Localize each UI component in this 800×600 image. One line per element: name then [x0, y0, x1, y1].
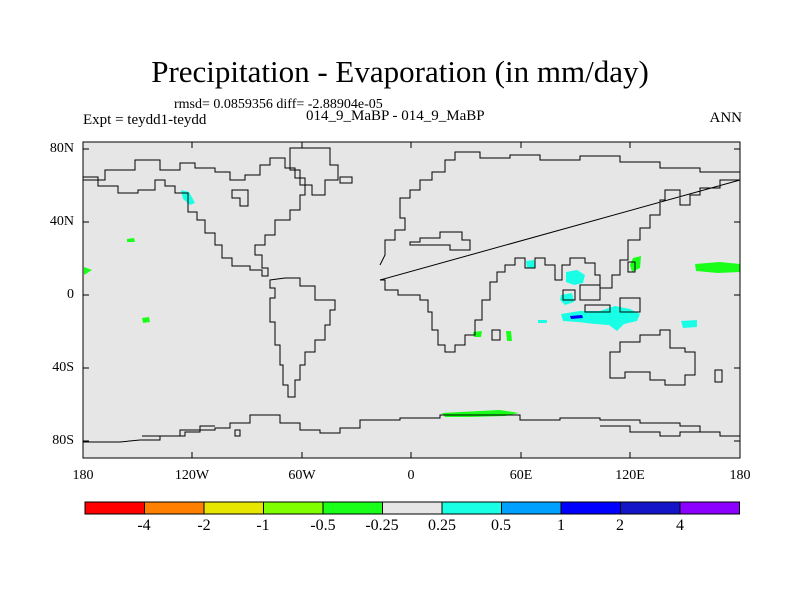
coastline-antarctica [83, 414, 740, 443]
colorbar-label: -4 [137, 517, 151, 534]
colorbar [84, 501, 740, 515]
colorbar-box [441, 501, 502, 515]
colorbar-box [203, 501, 264, 515]
colorbar-label: -1 [256, 517, 270, 534]
colorbar-box [501, 501, 562, 515]
coastline-iceland [339, 176, 353, 184]
coastline-madagascar [491, 329, 501, 341]
colorbar-box [560, 501, 621, 515]
colorbar-box [84, 501, 145, 515]
anomaly-patch [538, 320, 547, 323]
coastline-eurasia-africa [379, 151, 741, 353]
anomaly-patches [84, 190, 740, 417]
coastline-hudson-bay [231, 189, 249, 207]
colorbar-label: 4 [676, 517, 684, 534]
colorbar-label: 1 [557, 517, 565, 534]
anomaly-patch [473, 331, 482, 337]
lat-tick-label: 80N [49, 141, 74, 156]
lat-tick-label: 40S [52, 360, 74, 375]
coastline-new-zealand [714, 369, 723, 383]
colorbar-label: 2 [616, 517, 624, 534]
lon-tick-label: 60W [288, 468, 316, 483]
colorbar-box [382, 501, 443, 515]
experiment-label: Expt = teydd1-teydd [83, 112, 207, 128]
case-subtitle: 014_9_MaBP - 014_9_MaBP [306, 108, 485, 124]
colorbar-label: 0.25 [428, 517, 456, 534]
lon-tick-label: 120W [174, 468, 210, 483]
anomaly-patch [506, 331, 512, 341]
anomaly-patch [681, 320, 697, 328]
colorbar-label: -0.25 [365, 517, 399, 534]
lon-tick-label: 180 [729, 468, 751, 483]
anomaly-patch [127, 238, 135, 242]
anomaly-patch [570, 315, 583, 319]
lat-tick-label: 40N [49, 214, 74, 229]
colorbar-box [322, 501, 383, 515]
lon-tick-label: 180 [72, 468, 94, 483]
anomaly-patch [526, 260, 535, 268]
coastline-greenland [289, 147, 339, 196]
colorbar-label: -2 [197, 517, 211, 534]
coastline-north-america [83, 157, 306, 277]
lon-tick-label: 120E [615, 468, 645, 483]
anomaly-patch [142, 317, 150, 323]
coastline-mediterranean [409, 231, 471, 251]
colorbar-box [620, 501, 681, 515]
colorbar-label: 0.5 [491, 517, 511, 534]
season-label: ANN [709, 110, 743, 126]
lon-tick-label: 60E [509, 468, 533, 483]
map-ticks [82, 142, 741, 458]
colorbar-box [679, 501, 740, 515]
lat-tick-label: 80S [52, 433, 74, 448]
coastline-australia [609, 329, 696, 386]
colorbar-box [263, 501, 324, 515]
anomaly-patch [566, 270, 585, 285]
lat-tick-label: 0 [67, 287, 74, 302]
chart-title: Precipitation - Evaporation (in mm/day) [151, 54, 649, 89]
colorbar-label: -0.5 [310, 517, 336, 534]
anomaly-patch [84, 267, 92, 275]
colorbar-box [144, 501, 205, 515]
coastlines [83, 147, 741, 443]
coastline-southeast-asia-islands [562, 261, 641, 313]
map-background [83, 142, 740, 458]
rmsd-stats: rmsd= 0.0859356 diff= -2.88904e-05 [174, 97, 383, 112]
coastline-south-america [269, 277, 336, 398]
anomaly-patch [695, 262, 740, 273]
lon-tick-label: 0 [407, 468, 415, 483]
